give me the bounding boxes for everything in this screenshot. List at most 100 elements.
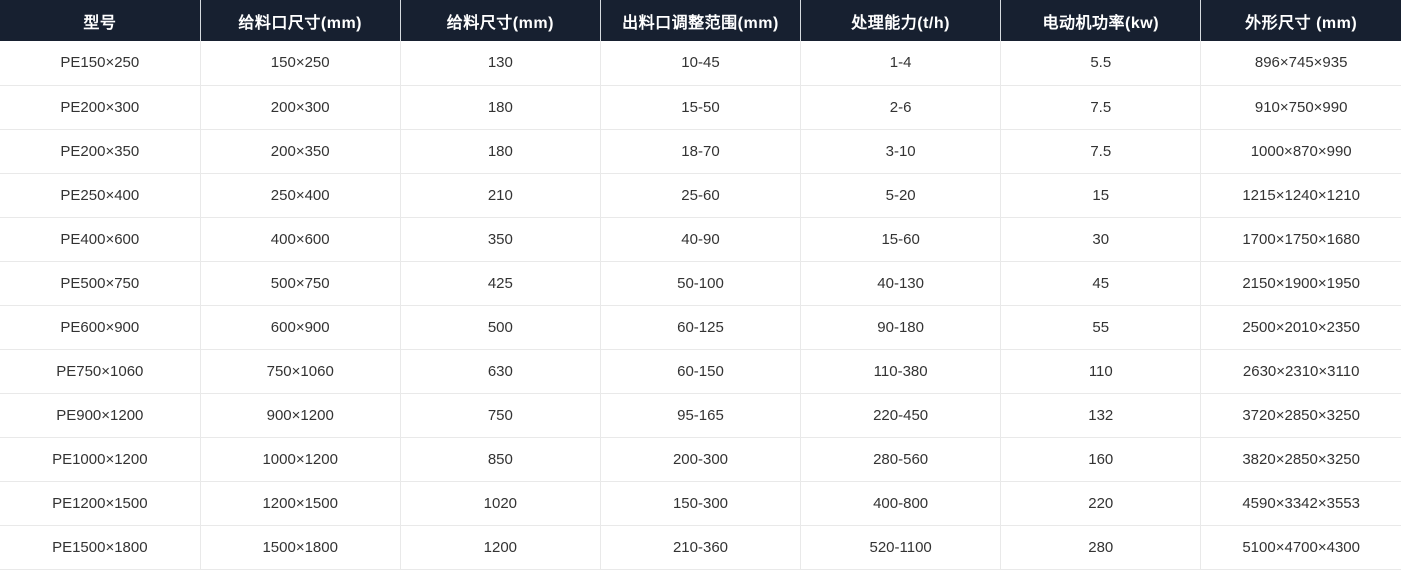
cell-motor-power: 7.5	[1000, 85, 1202, 130]
table-row: PE150×250 150×250 130 10-45 1-4 5.5 896×745×93…	[0, 41, 1401, 86]
cell-model: PE750×1060	[0, 349, 201, 394]
cell-discharge-adjust-range: 25-60	[600, 173, 802, 218]
cell-model: PE200×300	[0, 85, 201, 130]
cell-model: PE200×350	[0, 129, 201, 174]
cell-model: PE250×400	[0, 173, 201, 218]
cell-model: PE1200×1500	[0, 481, 201, 526]
cell-processing-capacity: 110-380	[800, 349, 1002, 394]
cell-overall-dimensions: 3720×2850×3250	[1200, 393, 1401, 438]
table-row: PE200×300 200×300 180 15-50 2-6 7.5 910×750×99…	[0, 85, 1401, 130]
cell-processing-capacity: 1-4	[800, 41, 1002, 86]
cell-model: PE400×600	[0, 217, 201, 262]
table-row: PE200×350 200×350 180 18-70 3-10 7.5 1000×870×…	[0, 129, 1401, 174]
cell-model: PE1000×1200	[0, 437, 201, 482]
cell-model: PE150×250	[0, 41, 201, 86]
cell-motor-power: 5.5	[1000, 41, 1202, 86]
cell-overall-dimensions: 2150×1900×1950	[1200, 261, 1401, 306]
cell-motor-power: 45	[1000, 261, 1202, 306]
cell-feed-size: 1200	[400, 525, 601, 570]
cell-overall-dimensions: 1000×870×990	[1200, 129, 1401, 174]
cell-processing-capacity: 280-560	[800, 437, 1002, 482]
table-row: PE400×600 400×600 350 40-90 15-60 30 1700×1750…	[0, 217, 1401, 262]
cell-discharge-adjust-range: 200-300	[600, 437, 802, 482]
table-row: PE900×1200 900×1200 750 95-165 220-450 132 372…	[0, 393, 1401, 438]
cell-discharge-adjust-range: 10-45	[600, 41, 802, 86]
cell-processing-capacity: 2-6	[800, 85, 1002, 130]
spec-table-body: PE150×250 150×250 130 10-45 1-4 5.5 896×745×93…	[0, 41, 1401, 570]
cell-overall-dimensions: 1215×1240×1210	[1200, 173, 1401, 218]
cell-motor-power: 7.5	[1000, 129, 1202, 174]
cell-discharge-adjust-range: 95-165	[600, 393, 802, 438]
cell-motor-power: 15	[1000, 173, 1202, 218]
cell-feed-size: 425	[400, 261, 601, 306]
cell-feed-opening-size: 1000×1200	[200, 437, 401, 482]
cell-feed-opening-size: 750×1060	[200, 349, 401, 394]
cell-feed-opening-size: 150×250	[200, 41, 401, 86]
cell-processing-capacity: 40-130	[800, 261, 1002, 306]
cell-model: PE1500×1800	[0, 525, 201, 570]
column-header-discharge-adjust-range: 出料口调整范围(mm)	[600, 0, 802, 41]
cell-feed-size: 500	[400, 305, 601, 350]
cell-overall-dimensions: 910×750×990	[1200, 85, 1401, 130]
cell-model: PE500×750	[0, 261, 201, 306]
cell-feed-size: 210	[400, 173, 601, 218]
cell-feed-size: 180	[400, 85, 601, 130]
cell-motor-power: 160	[1000, 437, 1202, 482]
column-header-model: 型号	[0, 0, 201, 41]
cell-motor-power: 132	[1000, 393, 1202, 438]
column-header-processing-capacity: 处理能力(t/h)	[800, 0, 1002, 41]
table-row: PE500×750 500×750 425 50-100 40-130 45 2150×19…	[0, 261, 1401, 306]
cell-feed-opening-size: 200×300	[200, 85, 401, 130]
cell-feed-opening-size: 1200×1500	[200, 481, 401, 526]
cell-discharge-adjust-range: 150-300	[600, 481, 802, 526]
cell-feed-size: 850	[400, 437, 601, 482]
cell-overall-dimensions: 2500×2010×2350	[1200, 305, 1401, 350]
cell-processing-capacity: 400-800	[800, 481, 1002, 526]
cell-processing-capacity: 520-1100	[800, 525, 1002, 570]
header-row: 型号 给料口尺寸(mm) 给料尺寸(mm) 出料口调整范围(mm) 处理能力(t…	[0, 0, 1401, 41]
table-row: PE1000×1200 1000×1200 850 200-300 280-560 160…	[0, 437, 1401, 482]
cell-overall-dimensions: 1700×1750×1680	[1200, 217, 1401, 262]
cell-feed-size: 750	[400, 393, 601, 438]
cell-feed-opening-size: 200×350	[200, 129, 401, 174]
table-row: PE250×400 250×400 210 25-60 5-20 15 1215×1240×…	[0, 173, 1401, 218]
cell-overall-dimensions: 5100×4700×4300	[1200, 525, 1401, 570]
column-header-feed-size: 给料尺寸(mm)	[400, 0, 601, 41]
cell-feed-opening-size: 900×1200	[200, 393, 401, 438]
cell-model: PE900×1200	[0, 393, 201, 438]
cell-discharge-adjust-range: 40-90	[600, 217, 802, 262]
cell-overall-dimensions: 4590×3342×3553	[1200, 481, 1401, 526]
cell-feed-opening-size: 250×400	[200, 173, 401, 218]
column-header-overall-dimensions: 外形尺寸 (mm)	[1200, 0, 1401, 41]
cell-processing-capacity: 3-10	[800, 129, 1002, 174]
cell-processing-capacity: 15-60	[800, 217, 1002, 262]
table-row: PE750×1060 750×1060 630 60-150 110-380 110 263…	[0, 349, 1401, 394]
cell-motor-power: 55	[1000, 305, 1202, 350]
cell-feed-size: 350	[400, 217, 601, 262]
cell-discharge-adjust-range: 60-125	[600, 305, 802, 350]
table-row: PE1500×1800 1500×1800 1200 210-360 520-1100 2…	[0, 525, 1401, 570]
cell-overall-dimensions: 3820×2850×3250	[1200, 437, 1401, 482]
cell-processing-capacity: 90-180	[800, 305, 1002, 350]
cell-feed-opening-size: 600×900	[200, 305, 401, 350]
cell-overall-dimensions: 896×745×935	[1200, 41, 1401, 86]
cell-feed-size: 130	[400, 41, 601, 86]
cell-discharge-adjust-range: 18-70	[600, 129, 802, 174]
cell-motor-power: 280	[1000, 525, 1202, 570]
cell-feed-size: 1020	[400, 481, 601, 526]
cell-feed-size: 630	[400, 349, 601, 394]
cell-feed-opening-size: 1500×1800	[200, 525, 401, 570]
cell-discharge-adjust-range: 210-360	[600, 525, 802, 570]
cell-discharge-adjust-range: 50-100	[600, 261, 802, 306]
cell-model: PE600×900	[0, 305, 201, 350]
cell-discharge-adjust-range: 60-150	[600, 349, 802, 394]
column-header-motor-power: 电动机功率(kw)	[1000, 0, 1202, 41]
cell-feed-size: 180	[400, 129, 601, 174]
cell-discharge-adjust-range: 15-50	[600, 85, 802, 130]
cell-motor-power: 220	[1000, 481, 1202, 526]
table-row: PE1200×1500 1200×1500 1020 150-300 400-800 22…	[0, 481, 1401, 526]
cell-processing-capacity: 5-20	[800, 173, 1002, 218]
spec-table-header: 型号 给料口尺寸(mm) 给料尺寸(mm) 出料口调整范围(mm) 处理能力(t…	[0, 0, 1401, 41]
